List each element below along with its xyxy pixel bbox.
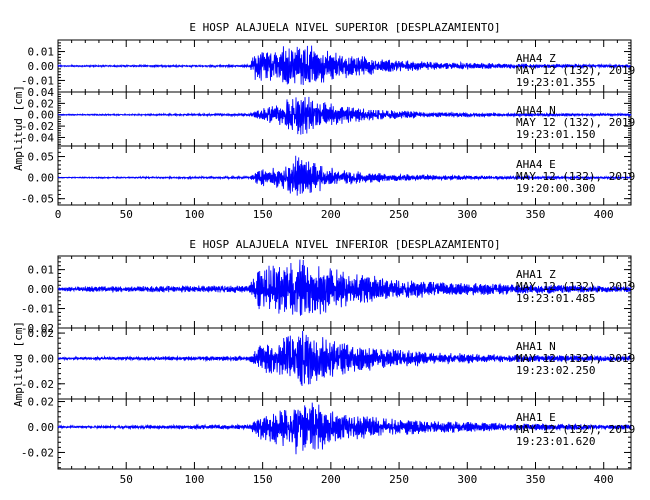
x-tick-label: 400 — [594, 208, 614, 221]
x-tick-label: 300 — [457, 473, 477, 486]
y-tick-label: -0.02 — [21, 446, 54, 459]
y-tick-label: 0.00 — [28, 109, 55, 122]
time-label: 19:23:01.620 — [516, 435, 595, 448]
date-label: MAY 12 (132), 2019 — [516, 280, 635, 293]
station-component-label: AHA1 Z — [516, 268, 556, 281]
y-tick-label: -0.04 — [21, 131, 54, 144]
x-tick-label: 50 — [120, 473, 133, 486]
x-tick-label: 200 — [321, 473, 341, 486]
y-tick-label: 0.02 — [28, 327, 55, 340]
y-tick-label: -0.01 — [21, 303, 54, 316]
x-tick-label: 400 — [594, 473, 614, 486]
x-tick-label: 250 — [389, 473, 409, 486]
waveform-line — [57, 96, 632, 135]
waveform-line — [57, 155, 632, 196]
waveform-line — [57, 259, 632, 316]
time-label: 19:23:01.150 — [516, 128, 595, 141]
station-component-label: AHA4 Z — [516, 52, 556, 65]
time-label: 19:20:00.300 — [516, 182, 595, 195]
waveform-line — [57, 330, 632, 386]
y-tick-label: -0.05 — [21, 193, 54, 206]
y-tick-label: -0.02 — [21, 378, 54, 391]
y-tick-label: 0.01 — [28, 46, 55, 59]
y-tick-label: 0.01 — [28, 264, 55, 277]
x-tick-label: 250 — [389, 208, 409, 221]
top-panel-title: E HOSP ALAJUELA NIVEL SUPERIOR [DESPLAZA… — [189, 21, 500, 34]
waveform-line — [57, 45, 632, 85]
x-tick-label: 150 — [253, 208, 273, 221]
station-component-label: AHA1 E — [516, 411, 556, 424]
x-tick-label: 350 — [526, 208, 546, 221]
time-label: 19:23:02.250 — [516, 364, 595, 377]
y-tick-label: -0.01 — [21, 74, 54, 87]
x-tick-label: 50 — [120, 208, 133, 221]
date-label: MAY 12 (132), 2019 — [516, 116, 635, 129]
station-component-label: AHA1 N — [516, 340, 556, 353]
date-label: MAY 12 (132), 2019 — [516, 64, 635, 77]
x-tick-label: 200 — [321, 208, 341, 221]
y-tick-label: 0.02 — [28, 396, 55, 409]
x-tick-label: 0 — [55, 208, 62, 221]
y-tick-label: -0.02 — [21, 120, 54, 133]
y-tick-label: 0.04 — [28, 86, 55, 99]
y-tick-label: 0.00 — [28, 172, 55, 185]
waveform-line — [57, 402, 632, 455]
x-tick-label: 150 — [253, 473, 273, 486]
date-label: MAY 12 (132), 2019 — [516, 170, 635, 183]
y-tick-label: -0.02 — [21, 322, 54, 335]
x-tick-label: 300 — [457, 208, 477, 221]
y-tick-label: 0.00 — [28, 283, 55, 296]
station-component-label: AHA4 E — [516, 158, 556, 171]
time-label: 19:23:01.355 — [516, 76, 595, 89]
bottom-panel-title: E HOSP ALAJUELA NIVEL INFERIOR [DESPLAZA… — [189, 238, 500, 251]
station-component-label: AHA4 N — [516, 104, 556, 117]
date-label: MAY 12 (132), 2019 — [516, 352, 635, 365]
x-tick-label: 350 — [526, 473, 546, 486]
y-tick-label: 0.00 — [28, 352, 55, 365]
y-tick-label: 0.05 — [28, 151, 55, 164]
x-tick-label: 100 — [184, 208, 204, 221]
y-tick-label: 0.02 — [28, 97, 55, 110]
date-label: MAY 12 (132), 2019 — [516, 423, 635, 436]
y-tick-label: 0.00 — [28, 421, 55, 434]
x-tick-label: 100 — [184, 473, 204, 486]
top-y-axis-label: Amplitud [cm] — [12, 85, 25, 171]
y-tick-label: 0.00 — [28, 60, 55, 73]
time-label: 19:23:01.485 — [516, 292, 595, 305]
bottom-y-axis-label: Amplitud [cm] — [12, 321, 25, 407]
